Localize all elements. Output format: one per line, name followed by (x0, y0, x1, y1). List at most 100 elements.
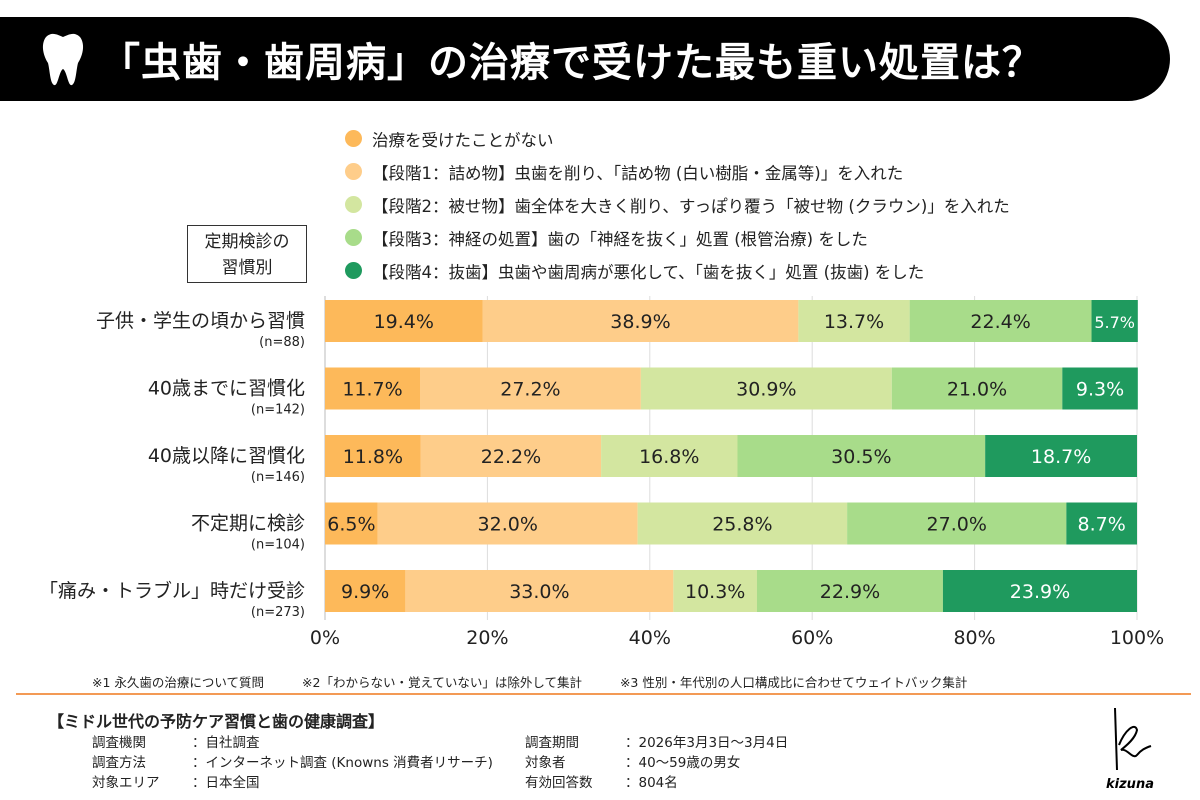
legend-swatch (345, 196, 362, 213)
info-value: ：804名 (625, 775, 678, 791)
data-label: 9.3% (1076, 379, 1124, 401)
legend-label: 【段階4：抜歯】虫歯や歯周病が悪化して、「歯を抜く」処置 (抜歯) をした (372, 262, 925, 282)
legend-swatch (345, 130, 362, 147)
legend-item: 【段階1：詰め物】虫歯を削り、「詰め物 (白い樹脂・金属等)」を入れた (345, 158, 1010, 185)
footnote: ※1 永久歯の治療について質問 (92, 675, 265, 690)
data-label: 8.7% (1078, 514, 1126, 536)
bar-segment (985, 435, 1137, 477)
data-label: 18.7% (1031, 446, 1091, 468)
bar-segment (1091, 300, 1138, 342)
svg-text:kizuna: kizuna (1106, 777, 1154, 792)
data-label: 11.8% (343, 446, 403, 468)
legend-item: 治療を受けたことがない (345, 125, 1010, 152)
bar-segment (637, 502, 848, 545)
legend-label: 治療を受けたことがない (372, 130, 554, 150)
data-label: 21.0% (947, 379, 1007, 401)
info-row: 対象エリア ：日本全国 (92, 773, 493, 793)
data-label: 22.2% (481, 446, 541, 468)
survey-info-right: 調査期間 ：2026年3月3日～3月4日 対象者 ：40～59歳の男女 有効回答数 ：… (525, 733, 788, 793)
sample-size-label: (n=142) (251, 403, 305, 418)
info-value: ：インターネット調査 (Knowns 消費者リサーチ) (192, 755, 493, 771)
data-label: 27.0% (927, 514, 987, 536)
info-key: 調査期間 (525, 735, 579, 751)
category-label: 子供・学生の頃から習慣 (96, 310, 305, 332)
bar-segment (891, 367, 1063, 410)
info-key: 対象エリア (92, 775, 160, 791)
data-label: 23.9% (1010, 581, 1070, 603)
bar-segment (325, 367, 421, 410)
bar-segment (909, 300, 1092, 342)
data-label: 38.9% (610, 311, 670, 333)
legend-item: 【段階2：被せ物】歯全体を大きく削り、すっぽり覆う「被せ物 (クラウン)」を入れ… (345, 191, 1010, 218)
info-row: 有効回答数 ：804名 (525, 773, 788, 793)
legend-item: 【段階4：抜歯】虫歯や歯周病が悪化して、「歯を抜く」処置 (抜歯) をした (345, 257, 1010, 284)
legend-swatch (345, 163, 362, 180)
bar-segment (420, 367, 641, 410)
info-row: 調査期間 ：2026年3月3日～3月4日 (525, 733, 788, 753)
x-tick-label: 100% (1110, 627, 1164, 649)
data-label: 9.9% (341, 581, 389, 603)
footnotes: ※1 永久歯の治療について質問 ※2「わからない・覚えていない」は除外して集計 … (92, 672, 1001, 691)
sample-size-label: (n=273) (251, 605, 305, 620)
legend-swatch (345, 229, 362, 246)
info-row: 対象者 ：40～59歳の男女 (525, 753, 788, 773)
sample-size-label: (n=88) (259, 335, 305, 350)
data-label: 33.0% (509, 581, 569, 603)
info-row: 調査方法 ：インターネット調査 (Knowns 消費者リサーチ) (92, 753, 493, 773)
data-label: 13.7% (824, 311, 884, 333)
data-label: 25.8% (712, 514, 772, 536)
bar-segment (673, 570, 757, 612)
category-label: 「痛み・トラブル」時だけ受診 (39, 579, 305, 602)
data-label: 19.4% (374, 311, 434, 333)
bar-segment (640, 367, 892, 410)
bar-segment (325, 570, 406, 612)
x-tick-label: 60% (791, 627, 833, 649)
bar-segment (377, 502, 638, 545)
data-label: 10.3% (685, 581, 745, 603)
bar-segment (601, 435, 738, 477)
legend-label: 【段階1：詰め物】虫歯を削り、「詰め物 (白い樹脂・金属等)」を入れた (372, 163, 904, 183)
group-label-box: 定期検診の 習慣別 (187, 225, 307, 283)
bar-segment (325, 300, 483, 342)
data-label: 32.0% (478, 514, 538, 536)
bar-segment (737, 435, 986, 477)
legend-swatch (345, 262, 362, 279)
title-bar: 「虫歯・歯周病」の治療で受けた最も重い処置は？ (0, 17, 1170, 101)
data-label: 11.7% (342, 379, 402, 401)
bar-segment (420, 435, 602, 477)
bar-segment (756, 570, 943, 612)
data-label: 30.5% (831, 446, 891, 468)
data-label: 27.2% (500, 379, 560, 401)
info-key: 対象者 (525, 755, 566, 771)
data-label: 16.8% (639, 446, 699, 468)
bar-segment (847, 502, 1067, 545)
survey-info-left: 調査機関 ：自社調査 調査方法 ：インターネット調査 (Knowns 消費者リサーチ… (92, 733, 493, 793)
data-label: 6.5% (327, 514, 375, 536)
data-label: 22.4% (970, 311, 1030, 333)
info-key: 有効回答数 (525, 775, 593, 791)
x-tick-label: 0% (310, 627, 340, 649)
info-key: 調査機関 (92, 735, 146, 751)
x-tick-label: 40% (629, 627, 671, 649)
bar-segment (1062, 367, 1138, 410)
survey-title: 【ミドル世代の予防ケア習慣と歯の健康調査】 (48, 712, 385, 731)
bar-segment (405, 570, 674, 612)
data-label: 22.9% (820, 581, 880, 603)
group-label-line: 定期検診の (204, 232, 290, 252)
bar-segment (1066, 502, 1137, 545)
bar-segment (325, 435, 421, 477)
kizuna-logo: kizuna (1106, 707, 1154, 792)
footnote: ※3 性別・年代別の人口構成比に合わせてウェイトバック集計 (619, 675, 968, 690)
data-label: 5.7% (1094, 313, 1135, 332)
data-label: 30.9% (736, 379, 796, 401)
info-key: 調査方法 (92, 755, 146, 771)
info-value: ：自社調査 (192, 735, 260, 751)
category-label: 40歳以降に習慣化 (148, 445, 305, 467)
info-value: ：2026年3月3日～3月4日 (625, 735, 789, 751)
bar-segment (482, 300, 799, 342)
x-tick-label: 20% (466, 627, 508, 649)
group-label-line: 習慣別 (221, 258, 273, 278)
sample-size-label: (n=146) (251, 470, 305, 485)
footnote: ※2「わからない・覚えていない」は除外して集計 (302, 675, 582, 690)
legend-label: 【段階2：被せ物】歯全体を大きく削り、すっぽり覆う「被せ物 (クラウン)」を入れ… (372, 196, 1010, 216)
